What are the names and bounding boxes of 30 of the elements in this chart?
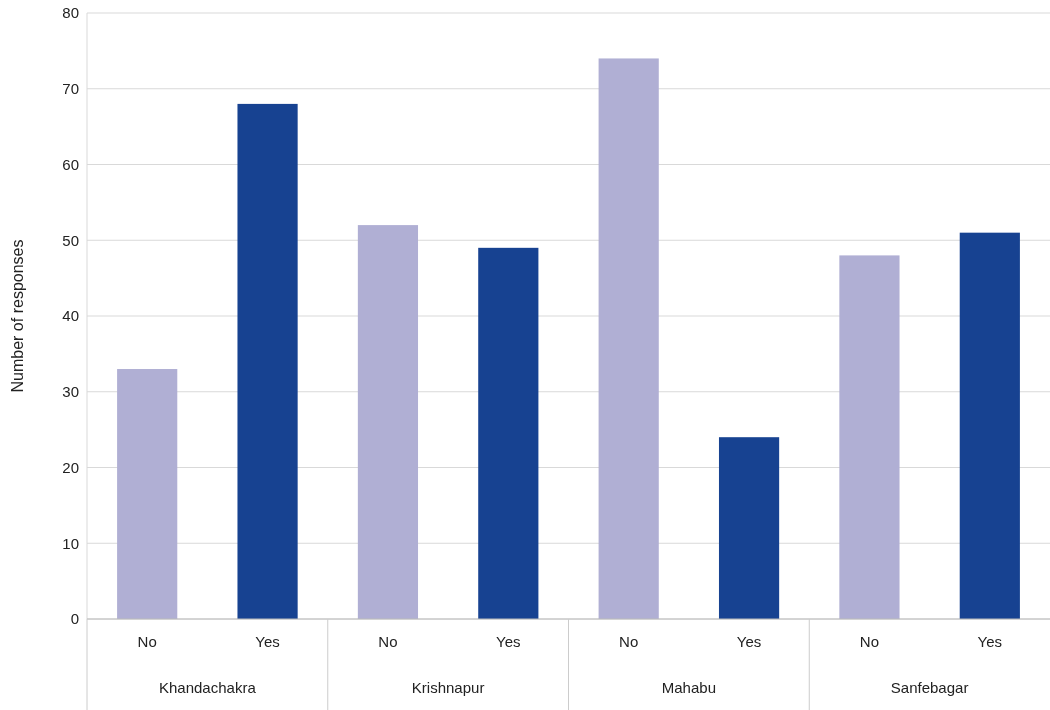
bar	[357, 225, 419, 619]
text: Yes	[736, 633, 762, 650]
y-tick-label: 60	[62, 155, 79, 173]
y-tick-label: 40	[62, 307, 79, 325]
y-tick-label: 20	[62, 458, 79, 476]
y-axis-title: Number of responses	[9, 239, 26, 393]
series-label: Yes	[255, 633, 280, 650]
bar	[718, 437, 780, 619]
y-tick-label: 70	[62, 80, 79, 97]
text: Yes	[977, 633, 1003, 650]
bar	[839, 255, 900, 619]
bar	[117, 369, 178, 619]
x-tick-label: Krishnapur	[411, 679, 485, 696]
y-tick-label: 80	[62, 4, 79, 22]
bar	[237, 103, 298, 619]
text: No	[859, 633, 880, 650]
x-tick-label: Khandachakra	[159, 679, 257, 696]
text: Yes	[496, 633, 521, 650]
bar	[598, 58, 659, 619]
bar	[478, 247, 539, 619]
y-tick-label: 10	[62, 534, 79, 552]
series-label: No	[137, 633, 157, 650]
text: No	[619, 633, 639, 650]
text: No	[378, 633, 398, 650]
bar	[959, 232, 1020, 619]
x-tick-label: Mahabu	[661, 679, 716, 696]
y-tick-label: 0	[70, 610, 79, 628]
y-tick-label: 30	[62, 383, 79, 400]
y-tick-label: 50	[62, 231, 79, 249]
x-tick-label: Sanfebagar	[890, 679, 969, 696]
